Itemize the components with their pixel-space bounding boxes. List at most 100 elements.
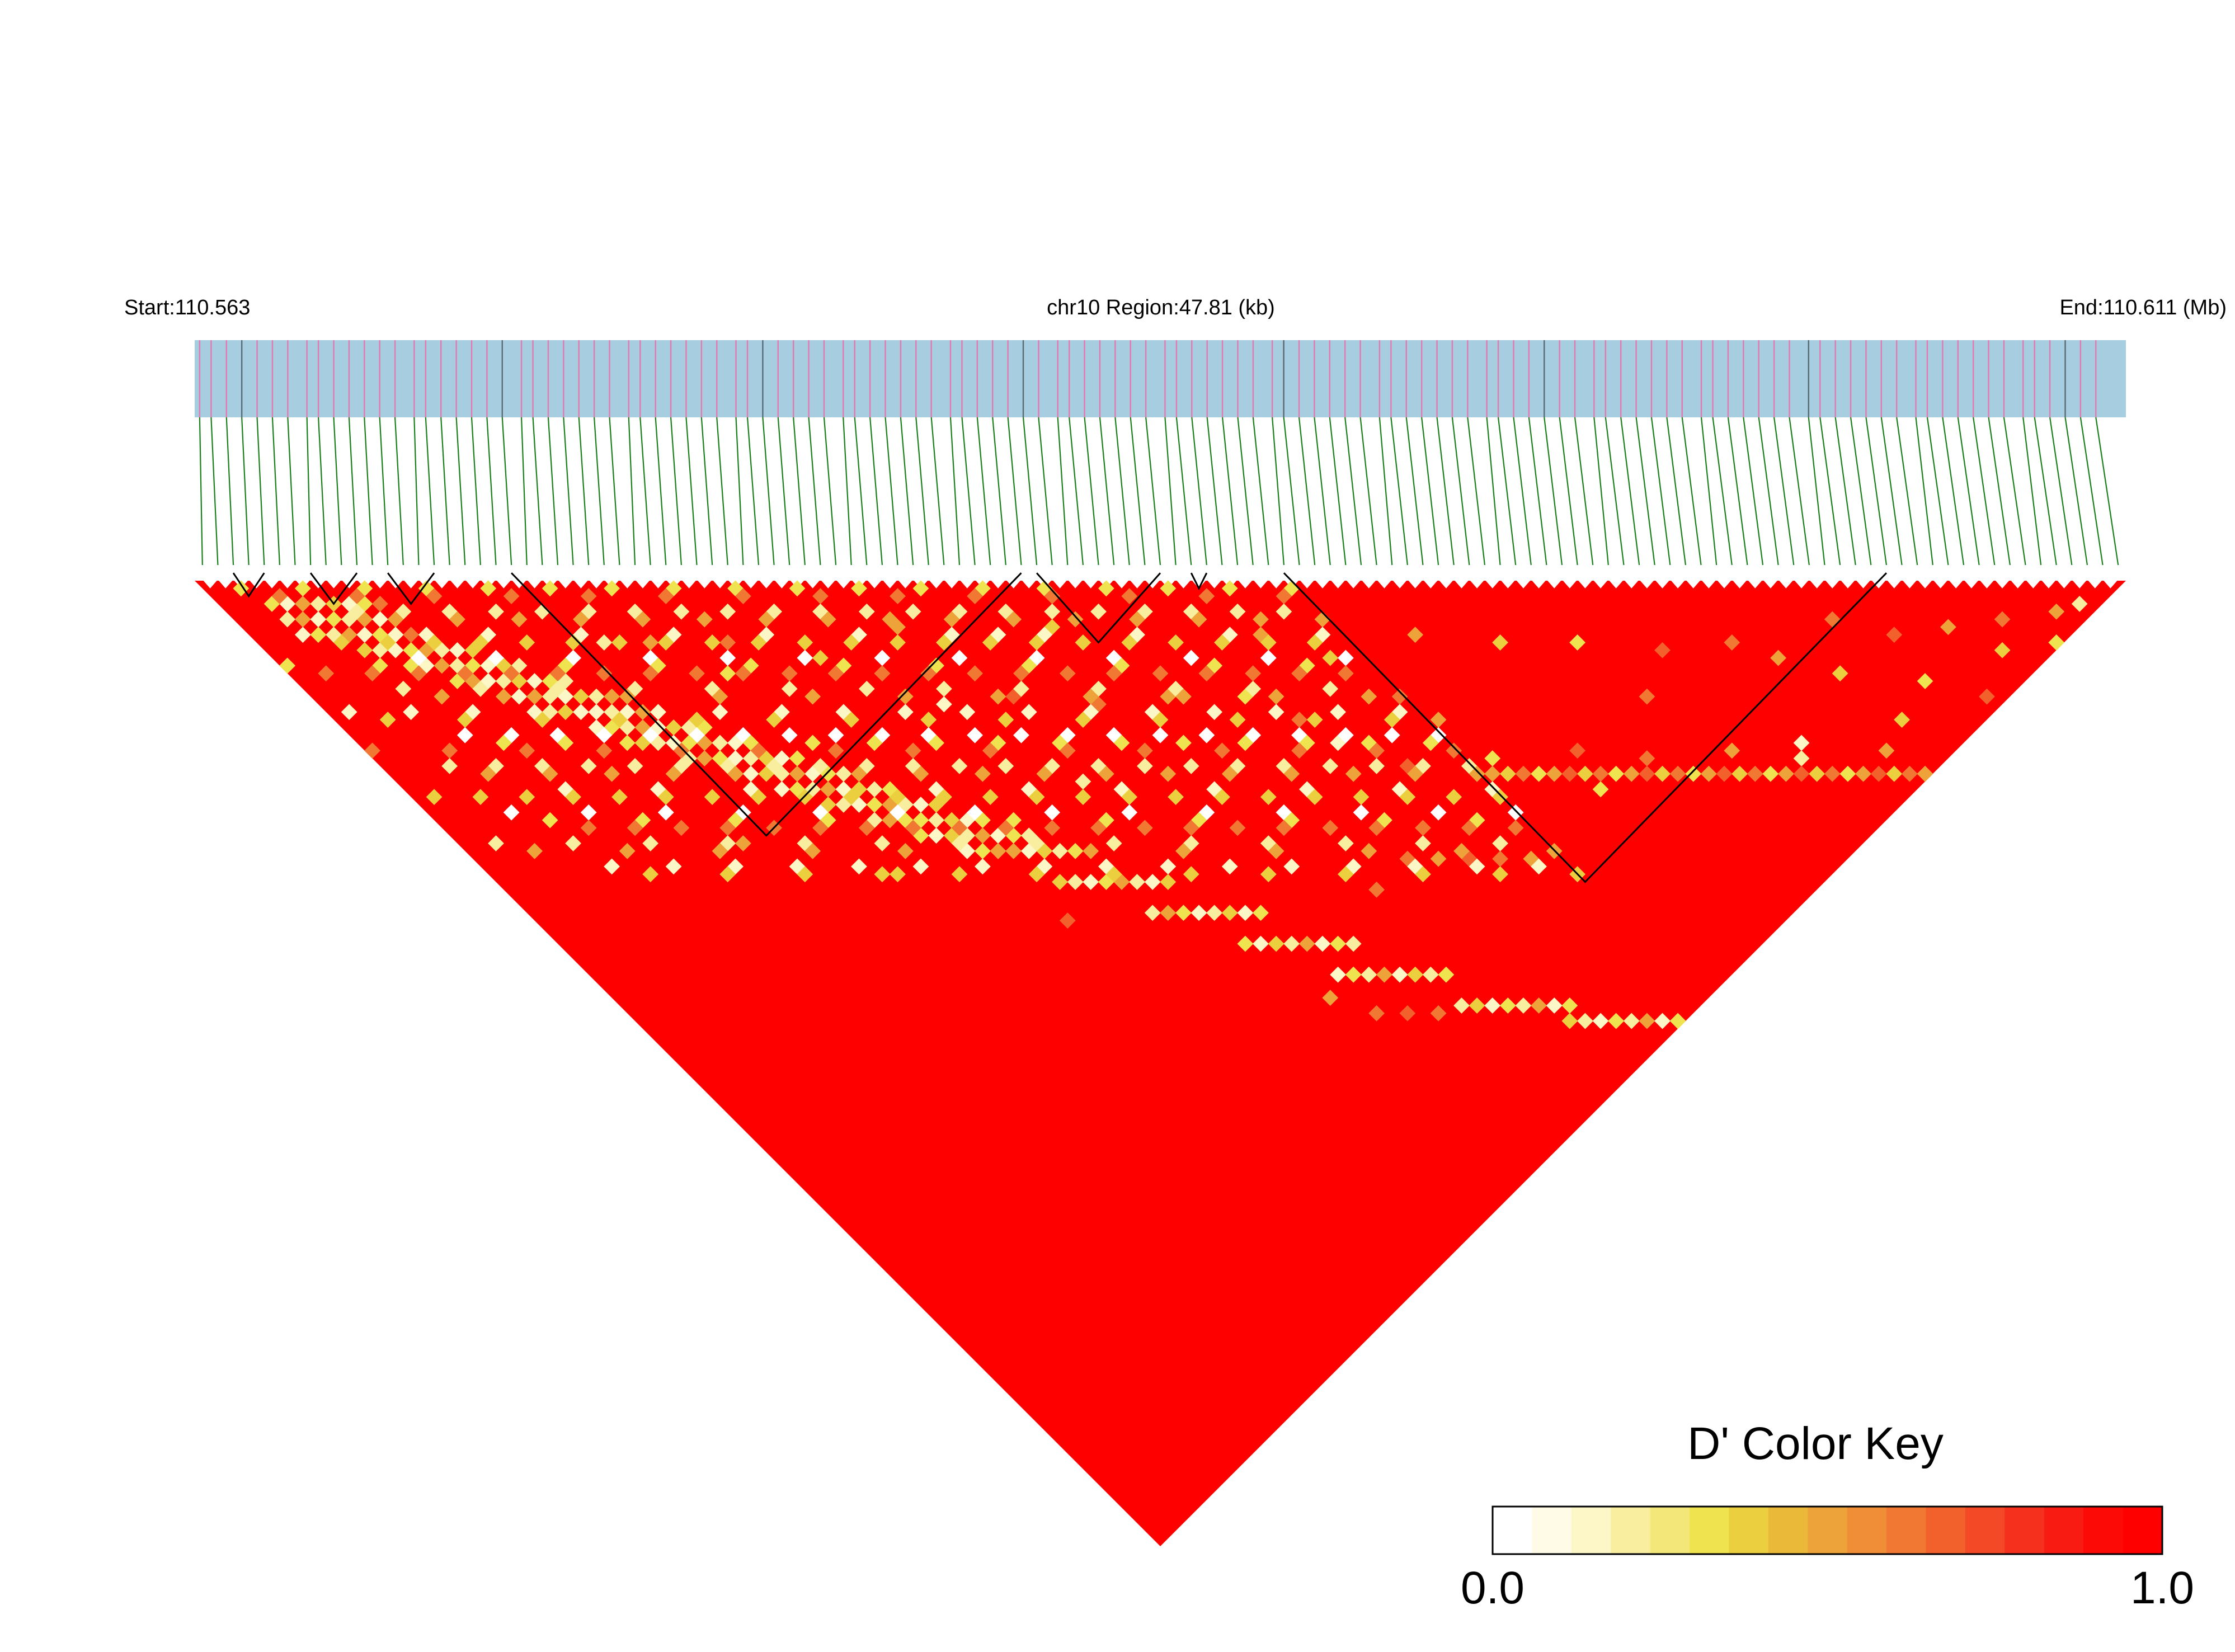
ld-cell [975, 858, 991, 875]
ld-top-notch [2041, 580, 2057, 589]
snp-connector-line [1700, 417, 1718, 566]
snp-connector-line [1467, 417, 1486, 566]
ld-cell [943, 611, 960, 628]
ld-cell [1809, 765, 1825, 782]
ld-top-notch [990, 580, 1006, 589]
ld-cell [1422, 966, 1439, 983]
ld-cell [2048, 603, 2065, 620]
ld-cell [943, 827, 960, 844]
ld-cell [1461, 820, 1478, 836]
ld-cell [1260, 649, 1277, 666]
ld-cell [1291, 742, 1307, 759]
ld-cell [1253, 611, 1269, 628]
ld-cell [1994, 611, 2011, 628]
ld-cell [1430, 850, 1447, 867]
ld-cell [1546, 997, 1563, 1014]
ld-top-notch [1654, 580, 1671, 589]
ld-cell [604, 580, 620, 597]
color-key-segment [2083, 1507, 2124, 1554]
ld-cell [827, 665, 844, 682]
snp-connector-line [992, 417, 1006, 566]
ld-cell [1330, 735, 1346, 751]
ld-cell [1020, 704, 1037, 721]
ld-cell [1245, 680, 1262, 697]
ld-top-notch [1871, 580, 1886, 589]
ld-top-notch [1624, 580, 1640, 589]
ld-cell [503, 727, 520, 743]
ld-cell [1368, 881, 1385, 898]
ld-cell [1075, 789, 1091, 806]
ld-cell [851, 858, 867, 875]
ld-cell [1685, 765, 1702, 782]
ld-cell [866, 797, 883, 813]
ld-cell [1206, 704, 1223, 721]
ld-cell [310, 611, 327, 628]
ld-top-notch [449, 580, 465, 589]
ld-cell [766, 712, 783, 728]
ld-top-notch [1238, 580, 1253, 589]
ld-top-notch [465, 580, 481, 589]
ld-cell [851, 781, 867, 798]
ld-top-notch [1731, 580, 1748, 589]
ld-cell [1105, 665, 1122, 682]
ld-cell [1623, 1013, 1640, 1029]
ld-cell [557, 673, 574, 689]
snp-connector-line [1574, 417, 1594, 566]
ld-cell [975, 765, 991, 782]
ld-cell [1152, 727, 1169, 743]
start-label: Start:110.563 [124, 296, 250, 319]
ld-cell [1113, 657, 1130, 674]
snp-connector-line [520, 417, 528, 566]
ld-cell [542, 812, 558, 829]
snp-connector-line [655, 417, 667, 566]
ld-cell [233, 580, 250, 597]
snp-connector-line [1896, 417, 1918, 566]
ld-cell [1121, 789, 1138, 806]
ld-top-notch [1392, 580, 1408, 589]
snp-connector-line [639, 417, 651, 566]
ld-cell [495, 735, 512, 751]
snp-connector-line [1378, 417, 1393, 566]
ld-cell [657, 804, 674, 821]
ld-triangle-heatmap [195, 580, 2126, 1546]
ld-cell [789, 580, 806, 597]
ld-cell [874, 649, 891, 666]
ld-cell [1183, 649, 1199, 666]
snp-connector-line [1084, 417, 1099, 566]
ld-cell [1253, 905, 1269, 921]
ld-cell [1044, 820, 1061, 836]
ld-cell [712, 688, 728, 705]
ld-cell [1337, 835, 1354, 851]
ld-top-notch [372, 580, 388, 589]
ld-cell [1090, 757, 1107, 774]
snp-connector-line [1620, 417, 1640, 566]
ld-cell [1469, 765, 1485, 782]
ld-cell [719, 603, 736, 620]
ld-cell [1160, 580, 1177, 597]
snp-connector-line [1022, 417, 1038, 566]
ld-cell [719, 665, 736, 682]
snp-connector-line [716, 417, 728, 566]
ld-top-notch [804, 580, 821, 589]
snp-connector-line [440, 417, 450, 566]
ld-top-notch [1330, 580, 1346, 589]
ld-cell [642, 649, 659, 666]
ld-cell [1160, 905, 1177, 921]
ld-cell [1762, 765, 1779, 782]
ld-cell [1214, 789, 1230, 806]
ld-top-notch [2010, 580, 2026, 589]
snp-connector-line [949, 417, 961, 566]
ld-cell [1716, 765, 1733, 782]
ld-cell [1121, 634, 1138, 651]
ld-cell [1206, 905, 1223, 921]
ld-cell [843, 634, 860, 651]
ld-cell [1229, 820, 1246, 836]
ld-cell [1337, 727, 1354, 743]
ld-cell [1917, 765, 1933, 782]
snp-connector-line [900, 417, 914, 566]
ld-cell [619, 704, 636, 721]
snp-connector-line [394, 417, 404, 566]
ld-cell [279, 611, 296, 628]
ld-cell [912, 797, 929, 813]
snp-connector-line [2022, 417, 2042, 566]
